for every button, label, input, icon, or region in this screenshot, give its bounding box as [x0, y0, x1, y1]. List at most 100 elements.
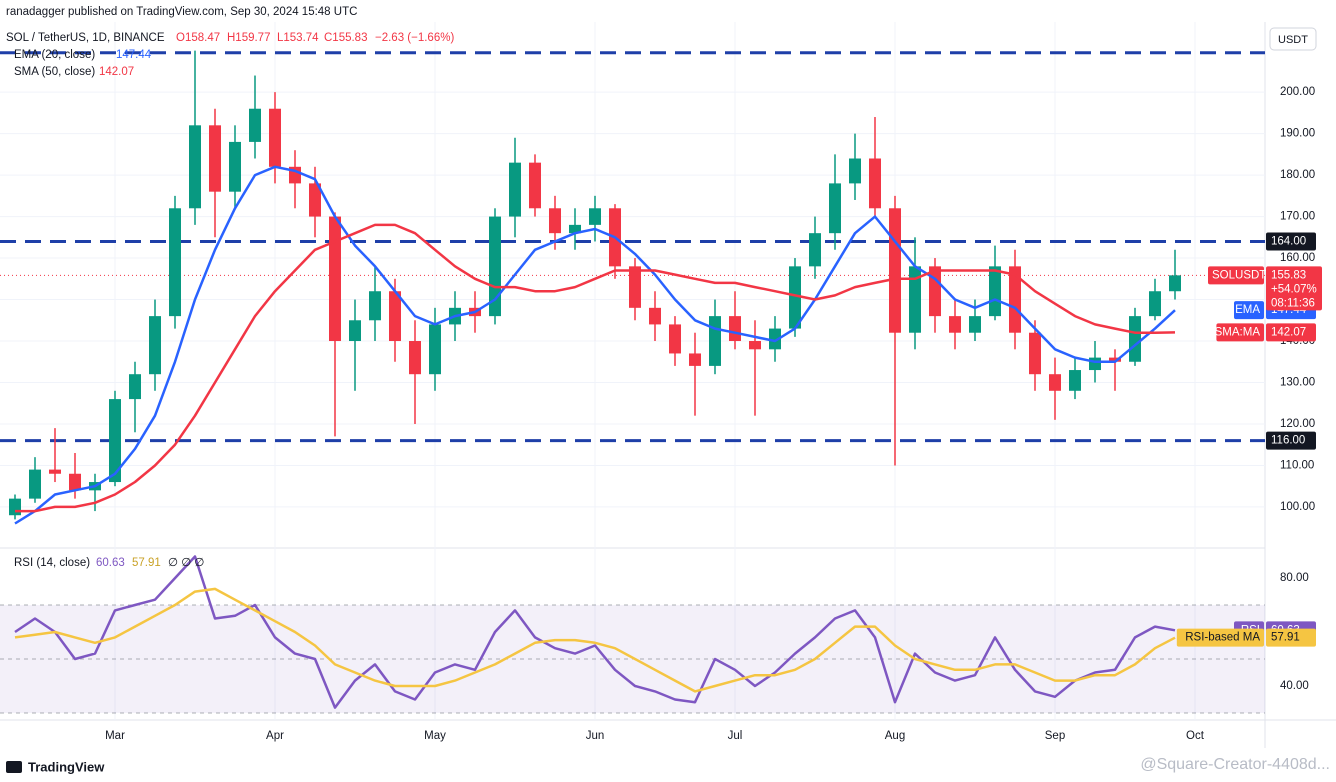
y-tick-label: 100.00	[1280, 501, 1315, 513]
candle-body	[729, 316, 741, 342]
candle-body	[529, 162, 541, 209]
x-tick-label: Apr	[266, 730, 284, 742]
indicator-line	[14, 587, 1176, 693]
candle-body	[9, 498, 21, 516]
candle-body	[269, 108, 281, 167]
candle-body	[1169, 275, 1181, 292]
candle-body	[749, 341, 761, 350]
candle-body	[589, 208, 601, 225]
level-tag-label: 116.00	[1271, 435, 1305, 447]
rsi-legend-value: 60.63	[96, 557, 125, 569]
candle-body	[1109, 357, 1121, 362]
price-tag-value: 155.83	[1271, 269, 1306, 281]
candle-body	[789, 266, 801, 329]
candle-body	[329, 216, 341, 342]
candle-body	[169, 208, 181, 317]
candle-body	[889, 208, 901, 333]
candle-body	[69, 473, 81, 491]
x-tick-label: Jun	[586, 730, 605, 742]
candle-body	[669, 324, 681, 354]
brand-logo	[6, 761, 22, 773]
indicator-line	[15, 223, 1176, 513]
y-tick-label: 120.00	[1280, 418, 1315, 430]
candle-body	[369, 291, 381, 321]
candle-body	[389, 291, 401, 342]
ohlc-low: L153.74	[277, 32, 319, 44]
sma-legend-value: 142.07	[99, 66, 134, 78]
candle-body	[909, 266, 921, 333]
y-tick-label: 130.00	[1280, 377, 1315, 389]
ema-legend: EMA (20, close)	[14, 49, 95, 61]
candle-body	[1149, 291, 1161, 317]
y-tick-label: 180.00	[1280, 169, 1315, 181]
candle-body	[1129, 316, 1141, 362]
candle-body	[209, 125, 221, 192]
candle-body	[1089, 357, 1101, 371]
candle-body	[869, 158, 881, 209]
y-tick-label: 110.00	[1280, 459, 1314, 471]
candle-body	[409, 341, 421, 375]
price-tag-box	[1266, 266, 1322, 311]
ohlc-high: H159.77	[227, 32, 270, 44]
ohlc-change: −2.63 (−1.66%)	[375, 32, 454, 44]
ema-legend-value: 147.44	[116, 49, 152, 61]
candle-body	[149, 316, 161, 375]
y-tick-label: 200.00	[1280, 86, 1315, 98]
candle-body	[809, 233, 821, 267]
candle-body	[829, 183, 841, 234]
watermark: @Square-Creator-4408d...	[1140, 756, 1330, 773]
candle-body	[429, 324, 441, 375]
candle-body	[349, 320, 361, 342]
candle-body	[549, 208, 561, 234]
x-tick-label: Sep	[1045, 730, 1065, 742]
level-tag-label: 164.00	[1271, 235, 1306, 247]
symbol-tag: SOLUSDT	[1212, 269, 1266, 281]
series-tag-name-box	[1176, 628, 1264, 647]
series-tag-box	[1266, 628, 1316, 647]
indicator-line	[14, 555, 1176, 709]
legend: SOL / TetherUS, 1D, BINANCE O158.47 H159…	[6, 32, 454, 569]
series-tag-value: 57.91	[1271, 632, 1300, 644]
candle-body	[109, 399, 121, 483]
series-tag-name: SMA:MA	[1215, 326, 1261, 338]
brand: TradingView	[28, 759, 105, 774]
candle-body	[309, 183, 321, 217]
symbol-tag-box	[1208, 266, 1264, 285]
candle-body	[29, 469, 41, 499]
candle-body	[509, 162, 521, 217]
plot-area	[0, 22, 1265, 720]
candle-body	[569, 224, 581, 234]
sma-legend: SMA (50, close)	[14, 66, 95, 78]
y-tick-label: 190.00	[1280, 128, 1315, 140]
candle-body	[129, 374, 141, 400]
candle-body	[769, 328, 781, 350]
candle-body	[1049, 374, 1061, 391]
ohlc-close: C155.83	[324, 32, 367, 44]
series-tag-box	[1266, 323, 1316, 342]
x-tick-label: Aug	[885, 730, 905, 742]
candle-body	[49, 469, 61, 474]
candle-body	[649, 307, 661, 325]
series-tag-value: 142.07	[1271, 326, 1306, 338]
candle-body	[849, 158, 861, 184]
footer: TradingView @Square-Creator-4408d...	[6, 756, 1330, 774]
x-tick-label: Jul	[728, 730, 743, 742]
published: ranadagger published on TradingView.com,…	[6, 6, 357, 18]
y-tick-label: 40.00	[1280, 680, 1309, 692]
candle-body	[989, 266, 1001, 317]
level-tag	[1266, 431, 1316, 450]
series-tag-name-box	[1216, 323, 1264, 342]
candle-body	[629, 266, 641, 308]
candle-body	[969, 316, 981, 333]
candle-body	[189, 125, 201, 209]
candle-body	[929, 266, 941, 317]
x-tick-label: Mar	[105, 730, 125, 742]
series-tag-name: RSI-based MA	[1185, 632, 1260, 644]
y-tick-label: 170.00	[1280, 211, 1315, 223]
series-tag-name-box	[1234, 301, 1264, 320]
candle-body	[229, 141, 241, 192]
currency-box[interactable]	[1269, 27, 1317, 51]
candle-body	[1029, 332, 1041, 375]
